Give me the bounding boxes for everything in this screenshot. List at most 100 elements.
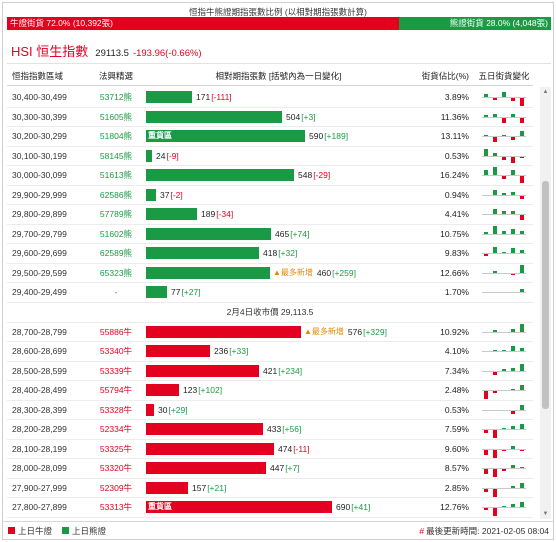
triangle-up-icon[interactable]: ▲ [542,89,549,95]
table-row[interactable]: 27,900-27,999 52309牛 157 [+21] 2.85% [7,479,533,498]
warrant-code-link[interactable]: 62589熊 [99,248,133,259]
legend-bear-label: 上日熊證 [72,525,107,536]
spark-bar [520,215,524,221]
spark-axis [482,429,526,431]
contracts-count: 77 [171,287,181,298]
outstanding-pct: 11.36% [440,111,469,122]
warrant-code-link[interactable]: 53339牛 [99,365,133,376]
spark-bar [502,251,506,254]
daily-change: [+29] [168,404,188,415]
warrant-code-link[interactable]: 55886牛 [99,326,133,337]
footer: 上日牛證 上日熊證 # 最後更新時間: 2021-02-05 08:04 [3,521,553,539]
spark-bar [511,504,515,508]
warrant-code-link[interactable]: 65323熊 [99,267,133,278]
table-row[interactable]: 29,900-29,999 62586熊 37 [-2] 0.94% [7,186,533,205]
warrant-code-link[interactable]: 53313牛 [99,502,133,513]
contracts-count: 465 [275,228,290,239]
table-row[interactable]: 29,700-29,799 51602熊 465 [+74] 10.75% [7,225,533,244]
range-cell: 28,600-28,699 [12,346,67,357]
outstanding-pct: 2.85% [444,482,469,493]
warrant-code-link[interactable]: 57789熊 [99,209,133,220]
table-row[interactable]: 30,000-30,099 51613熊 548 [-29] 16.24% [7,166,533,186]
warrant-code-link[interactable]: 51613熊 [99,170,133,181]
spark-bar [511,211,515,215]
table-row[interactable]: 28,500-28,599 53339牛 421 [+234] 7.34% [7,362,533,381]
table-row[interactable]: 28,000-28,099 53320牛 447 [+7] 8.57% [7,459,533,479]
spark-bar [520,230,524,234]
table-row[interactable]: 29,600-29,699 62589熊 418 [+32] 9.83% [7,244,533,264]
warrant-code-link[interactable]: 62586熊 [99,189,133,200]
spark-axis [482,507,526,509]
warrant-code-link[interactable]: 53328牛 [99,404,133,415]
table-row[interactable]: 28,300-28,399 53328牛 30 [+29] 0.53% [7,401,533,420]
daily-change: [-9] [166,150,179,161]
five-day-sparkline [482,480,526,497]
warrant-code-link[interactable]: 53340牛 [99,346,133,357]
table-row[interactable]: 30,400-30,499 53712熊 171 [-111] 3.89% [7,88,533,108]
header-bar: 相對期指張數 [括號內為一日變化] [215,70,342,81]
spark-bar [502,134,506,137]
spark-axis [482,292,526,294]
spark-bar [511,156,515,164]
warrant-code-link[interactable]: 58145熊 [99,150,133,161]
spark-axis [482,194,526,196]
warrant-code-link[interactable]: 52334牛 [99,424,133,435]
warrant-code-link[interactable]: 53325牛 [99,443,133,454]
triangle-down-icon[interactable]: ▼ [542,511,549,517]
warrant-code-link[interactable]: 51605熊 [99,111,133,122]
contracts-count: 504 [286,111,301,122]
range-cell: 30,000-30,099 [12,170,67,181]
index-value: 29113.5 [95,48,129,59]
range-cell: 28,700-28,799 [12,326,67,337]
warrant-code-link[interactable]: 53320牛 [99,463,133,474]
table-row[interactable]: 28,200-28,299 52334牛 433 [+56] 7.59% [7,420,533,440]
spark-bar [502,156,506,160]
contracts-count: 576 [347,326,363,337]
five-day-sparkline [482,187,526,203]
spark-bar [520,176,524,183]
range-cell: 28,100-28,199 [12,443,67,454]
spark-bar [493,209,497,215]
table-row[interactable]: 28,400-28,499 55794牛 123 [+102] 2.48% [7,381,533,401]
table-row[interactable]: 30,200-30,299 51804熊 重貨區 590 [+189] 13.11% [7,127,533,147]
spark-bar [520,385,524,391]
warrant-code-link[interactable]: 53712熊 [99,92,133,103]
warrant-code-link[interactable]: 52309牛 [99,482,133,493]
spark-bar [484,508,488,510]
outstanding-pct: 16.24% [440,170,469,181]
daily-change: [+33] [229,346,249,357]
spark-bar [520,424,524,430]
contracts-bar [146,91,192,104]
contracts-bar-cell: 171 [-111] [141,90,411,104]
table-row[interactable]: 28,700-28,799 55886牛 ▲最多新增 576 [+329] 10.92% [7,323,533,342]
spark-bar [511,410,515,414]
warrant-code-link[interactable]: 51602熊 [99,228,133,239]
table-row[interactable]: 27,800-27,899 53313牛 重貨區 690 [+41] 12.76% [7,498,533,518]
contracts-bar [146,423,263,436]
range-cell: 29,900-29,999 [12,189,67,200]
scroll-thumb[interactable] [542,181,549,409]
five-day-change-cell [475,402,533,418]
spark-bar [502,117,506,123]
table-row[interactable]: 29,500-29,599 65323熊 ▲最多新增 460 [+259] 12.66% [7,264,533,283]
spark-bar [520,117,524,123]
table-row[interactable]: 30,100-30,199 58145熊 24 [-9] 0.53% [7,147,533,166]
legend-bull-swatch [8,527,15,534]
contracts-bar-cell: 24 [-9] [141,149,411,163]
scrollbar[interactable]: ▲ ▼ [540,87,551,519]
spark-bar [493,113,497,117]
spark-bar [520,502,524,508]
warrant-code-link[interactable]: 51804熊 [99,131,133,142]
spark-bar [502,369,506,371]
contracts-count: 548 [298,170,313,181]
table-row[interactable]: 29,800-29,899 57789熊 189 [-34] 4.41% [7,205,533,225]
contracts-bar [146,247,259,260]
contracts-bar [146,188,156,201]
spark-bar [493,349,497,352]
table-row[interactable]: 28,600-28,699 53340牛 236 [+33] 4.10% [7,342,533,362]
table-row[interactable]: 29,400-29,499 - 77 [+27] 1.70% [7,283,533,303]
table-row[interactable]: 30,300-30,399 51605熊 504 [+3] 11.36% [7,108,533,127]
spark-bar [520,98,524,107]
table-row[interactable]: 28,100-28,199 53325牛 474 [-11] 9.60% [7,440,533,459]
warrant-code-link[interactable]: 55794牛 [99,385,133,396]
